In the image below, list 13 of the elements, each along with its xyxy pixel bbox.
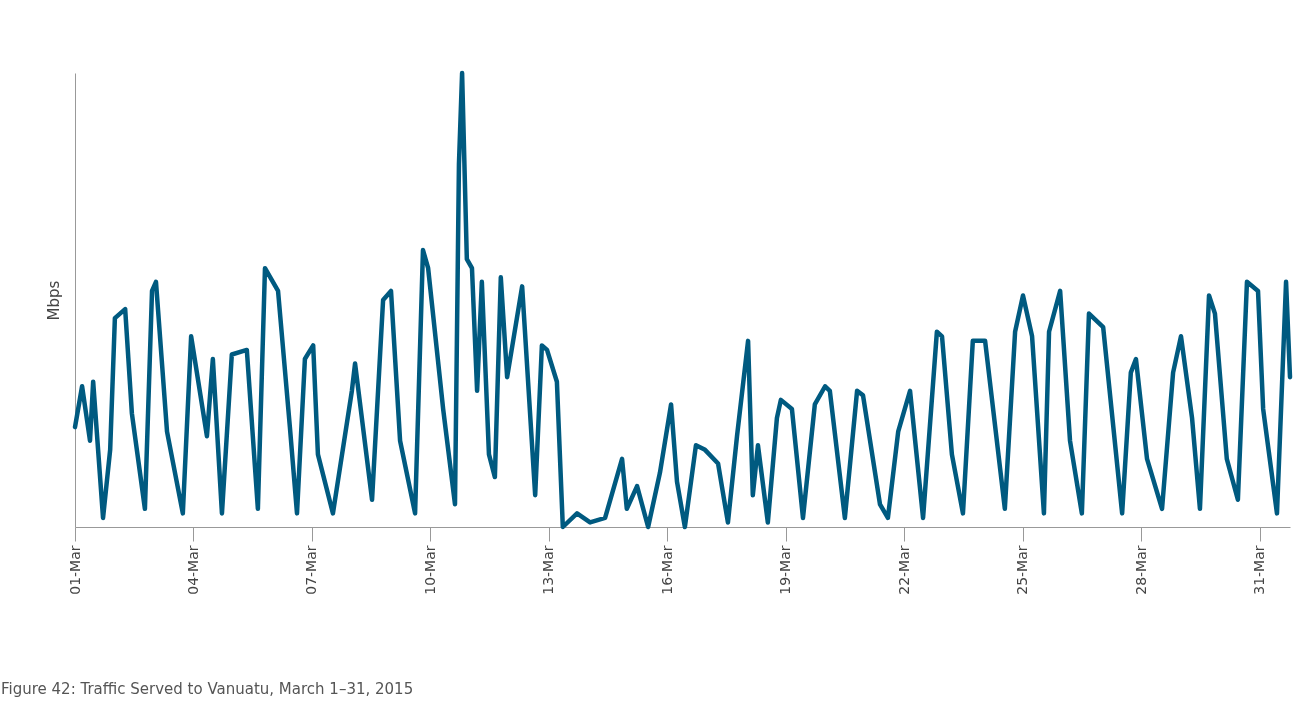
x-tick-label: 01-Mar xyxy=(66,545,83,595)
x-tick-label: 19-Mar xyxy=(777,545,794,595)
x-tick-label: 22-Mar xyxy=(895,545,912,595)
x-tick-label: 13-Mar xyxy=(540,545,557,595)
x-tick-label: 04-Mar xyxy=(185,545,201,595)
x-tick-label: 16-Mar xyxy=(659,545,675,595)
x-tick-label: 25-Mar xyxy=(1014,545,1031,595)
caption: Figure 42: Traffic Served to Vanuatu, March 1–31, 2015 xyxy=(1,680,414,699)
y-axis-title: Mbps xyxy=(44,280,63,321)
x-tick-label: 07-Mar xyxy=(303,545,320,595)
x-tick-label: 28-Mar xyxy=(1132,545,1149,595)
x-tick-label: 10-Mar xyxy=(422,545,438,595)
x-tick-label: 31-Mar xyxy=(1251,545,1268,595)
